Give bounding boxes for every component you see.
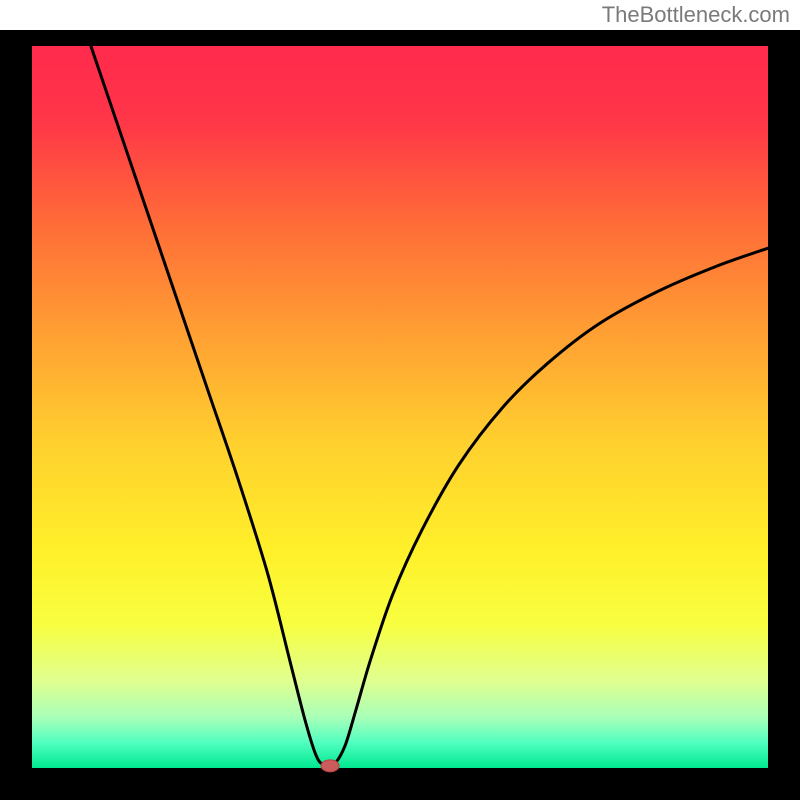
watermark-text: TheBottleneck.com	[602, 2, 790, 28]
chart-container: TheBottleneck.com	[0, 0, 800, 800]
gradient-background	[32, 46, 768, 768]
bottleneck-chart	[0, 0, 800, 800]
bottleneck-marker	[321, 760, 339, 772]
